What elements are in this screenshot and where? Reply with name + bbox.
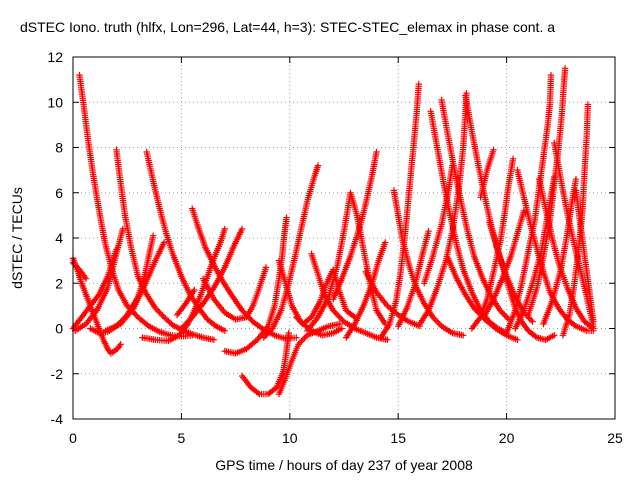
series-13 [173,286,198,319]
series-markers [173,286,198,319]
y-tick-label: 10 [47,94,63,110]
series-22 [303,189,389,334]
y-axis-label: dSTEC / TECUs [9,187,25,289]
x-tick-label: 25 [607,430,623,446]
series-markers [572,187,597,325]
series-markers [421,162,456,287]
y-tick-label: 12 [47,49,63,65]
series-markers [540,176,580,328]
series-markers [416,90,470,328]
series-markers [199,264,270,323]
y-tick-label: 6 [55,185,63,201]
series-28 [395,228,432,330]
x-tick-label: 5 [178,430,186,446]
series-25 [362,268,424,330]
data-series [69,65,597,398]
y-tick-label: -2 [51,366,64,382]
y-tick-label: 8 [55,140,63,156]
grid [73,57,615,419]
series-markers [377,80,422,341]
series-markers [362,268,424,330]
series-47 [572,187,597,325]
series-31 [416,90,470,328]
series-45 [540,176,580,328]
series-markers [303,189,389,334]
series-markers [395,228,432,330]
series-17 [275,320,343,398]
chart-title: dSTEC Iono. truth (hlfx, Lon=296, Lat=44… [20,19,555,35]
series-markers [178,225,246,332]
x-axis-ticks: 0 5 10 15 20 25 [69,57,623,446]
series-16 [238,329,292,398]
x-tick-label: 15 [390,430,406,446]
series-32 [421,162,456,287]
x-axis-label: GPS time / hours of day 237 of year 2008 [215,457,473,473]
y-tick-label: 0 [55,321,63,337]
series-markers [113,146,218,343]
plot-frame [72,56,616,420]
series-markers [481,207,528,319]
x-tick-label: 0 [69,430,77,446]
series-12 [178,225,246,332]
series-markers [477,146,497,201]
series-27 [377,80,422,341]
series-markers [293,266,358,328]
x-tick-label: 10 [282,430,298,446]
series-markers [72,225,127,334]
series-9 [102,239,168,334]
series-23 [330,148,380,303]
series-markers [275,320,343,398]
series-5 [72,225,127,334]
y-tick-label: 2 [55,275,63,291]
series-6 [113,146,218,343]
series-38 [481,207,528,319]
series-markers [330,148,380,303]
x-tick-label: 20 [499,430,515,446]
series-markers [102,239,168,334]
y-tick-label: -4 [51,411,64,427]
series-markers [238,329,292,398]
series-15 [199,264,270,323]
y-tick-label: 4 [55,230,63,246]
series-20 [293,266,358,328]
series-36 [477,146,497,201]
